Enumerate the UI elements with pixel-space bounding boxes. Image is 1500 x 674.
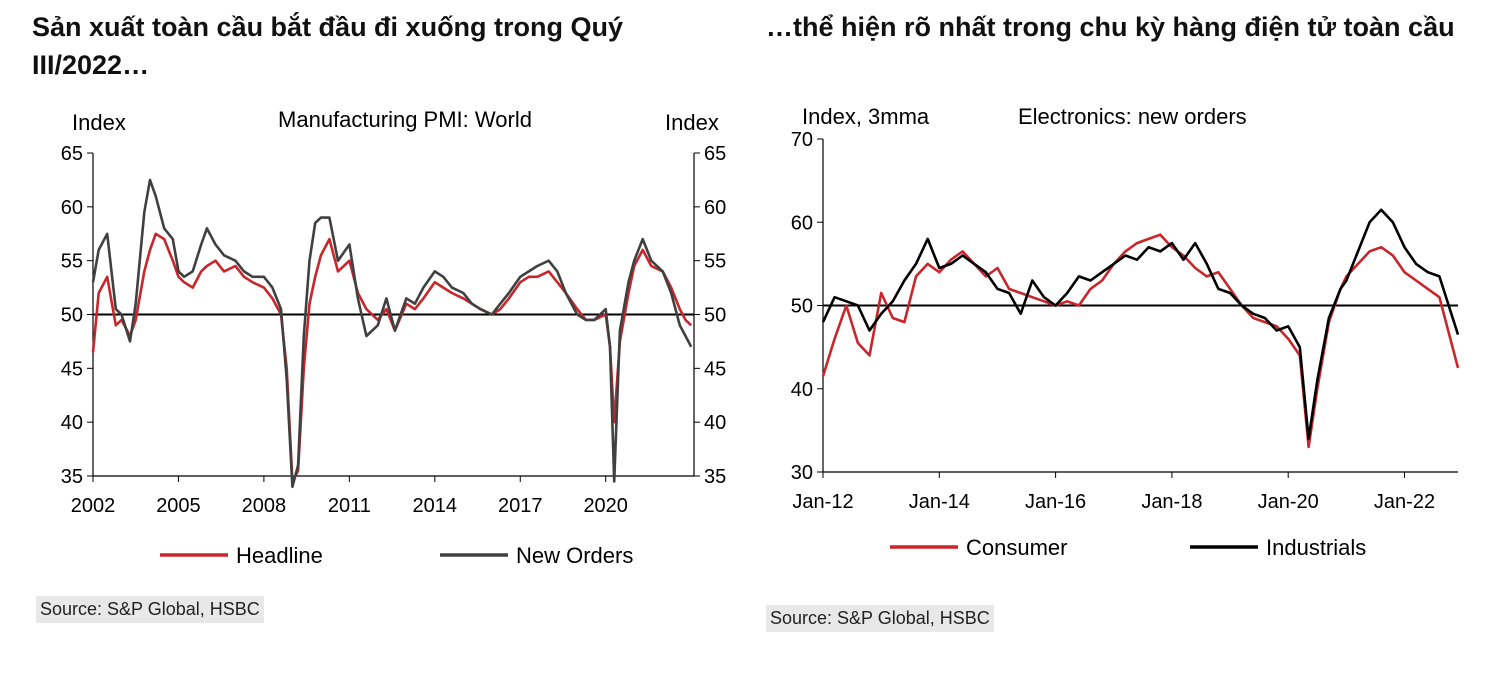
- left-panel-title: Sản xuất toàn cầu bắt đầu đi xuống trong…: [32, 12, 624, 80]
- y-tick-label-right: 45: [704, 358, 726, 380]
- left-source-note: Source: S&P Global, HSBC: [36, 596, 264, 623]
- x-tick-label: Jan-14: [909, 491, 970, 513]
- series-line-industrials: [821, 208, 1460, 441]
- left-panel: Sản xuất toàn cầu bắt đầu đi xuống trong…: [32, 12, 727, 623]
- legend-label-headline: Headline: [236, 543, 323, 568]
- x-tick-label: 2014: [413, 495, 458, 517]
- y-tick-label: 45: [61, 358, 83, 380]
- y-tick-label: 50: [61, 305, 83, 327]
- y-tick-label: 70: [791, 129, 813, 151]
- right-panel-title: …thể hiện rõ nhất trong chu kỳ hàng điện…: [766, 12, 1455, 42]
- series-line-headline: [91, 232, 693, 483]
- y-tick-label-right: 60: [704, 197, 726, 219]
- legend-label-consumer: Consumer: [966, 535, 1067, 560]
- y-tick-label: 50: [791, 296, 813, 318]
- y-axis-title-left: Index: [72, 110, 126, 135]
- x-tick-label: Jan-18: [1141, 491, 1202, 513]
- y-tick-label-right: 35: [704, 466, 726, 488]
- y-tick-label: 60: [791, 212, 813, 234]
- right-panel: …thể hiện rõ nhất trong chu kỳ hàng điện…: [750, 0, 1500, 674]
- y-tick-label: 40: [61, 412, 83, 434]
- x-tick-label: 2020: [583, 495, 628, 517]
- series-line-consumer: [821, 233, 1460, 449]
- world-pmi-chart: 35 35 40 40 45 45 50 50 55 55 60 60 65 65 2002 2005 2008…: [61, 107, 727, 568]
- y-axis-title: Index, 3mma: [802, 104, 930, 129]
- x-tick-label: Jan-12: [792, 491, 853, 513]
- x-tick-label: 2011: [328, 495, 371, 517]
- y-tick-label: 60: [61, 197, 83, 219]
- y-tick-label: 55: [61, 251, 83, 273]
- chart-title: Electronics: new orders: [1018, 104, 1247, 129]
- electronics-orders-chart: 30 40 50 60 70 Jan-12 Jan-14 Jan-16 Jan-18 Jan-20…: [791, 104, 1460, 560]
- y-tick-label: 65: [61, 143, 83, 165]
- y-tick-label-right: 40: [704, 412, 726, 434]
- y-tick-label-right: 55: [704, 251, 726, 273]
- y-tick-label-right: 65: [704, 143, 726, 165]
- x-tick-label: 2002: [71, 495, 116, 517]
- y-tick-label: 40: [791, 379, 813, 401]
- right-source-note: Source: S&P Global, HSBC: [766, 605, 994, 632]
- x-tick-label: 2005: [156, 495, 201, 517]
- chart-title: Manufacturing PMI: World: [278, 107, 532, 132]
- y-tick-label: 35: [61, 466, 83, 488]
- x-tick-label: 2017: [498, 495, 543, 517]
- y-tick-label-right: 50: [704, 305, 726, 327]
- y-axis-title-right: Index: [665, 110, 719, 135]
- x-tick-label: Jan-22: [1374, 491, 1435, 513]
- legend-label-new-orders: New Orders: [516, 543, 633, 568]
- x-tick-label: Jan-16: [1025, 491, 1086, 513]
- y-tick-label: 30: [791, 462, 813, 484]
- legend-label-industrials: Industrials: [1266, 535, 1366, 560]
- series-line-new-orders: [91, 178, 693, 489]
- x-tick-label: Jan-20: [1258, 491, 1319, 513]
- x-tick-label: 2008: [242, 495, 287, 517]
